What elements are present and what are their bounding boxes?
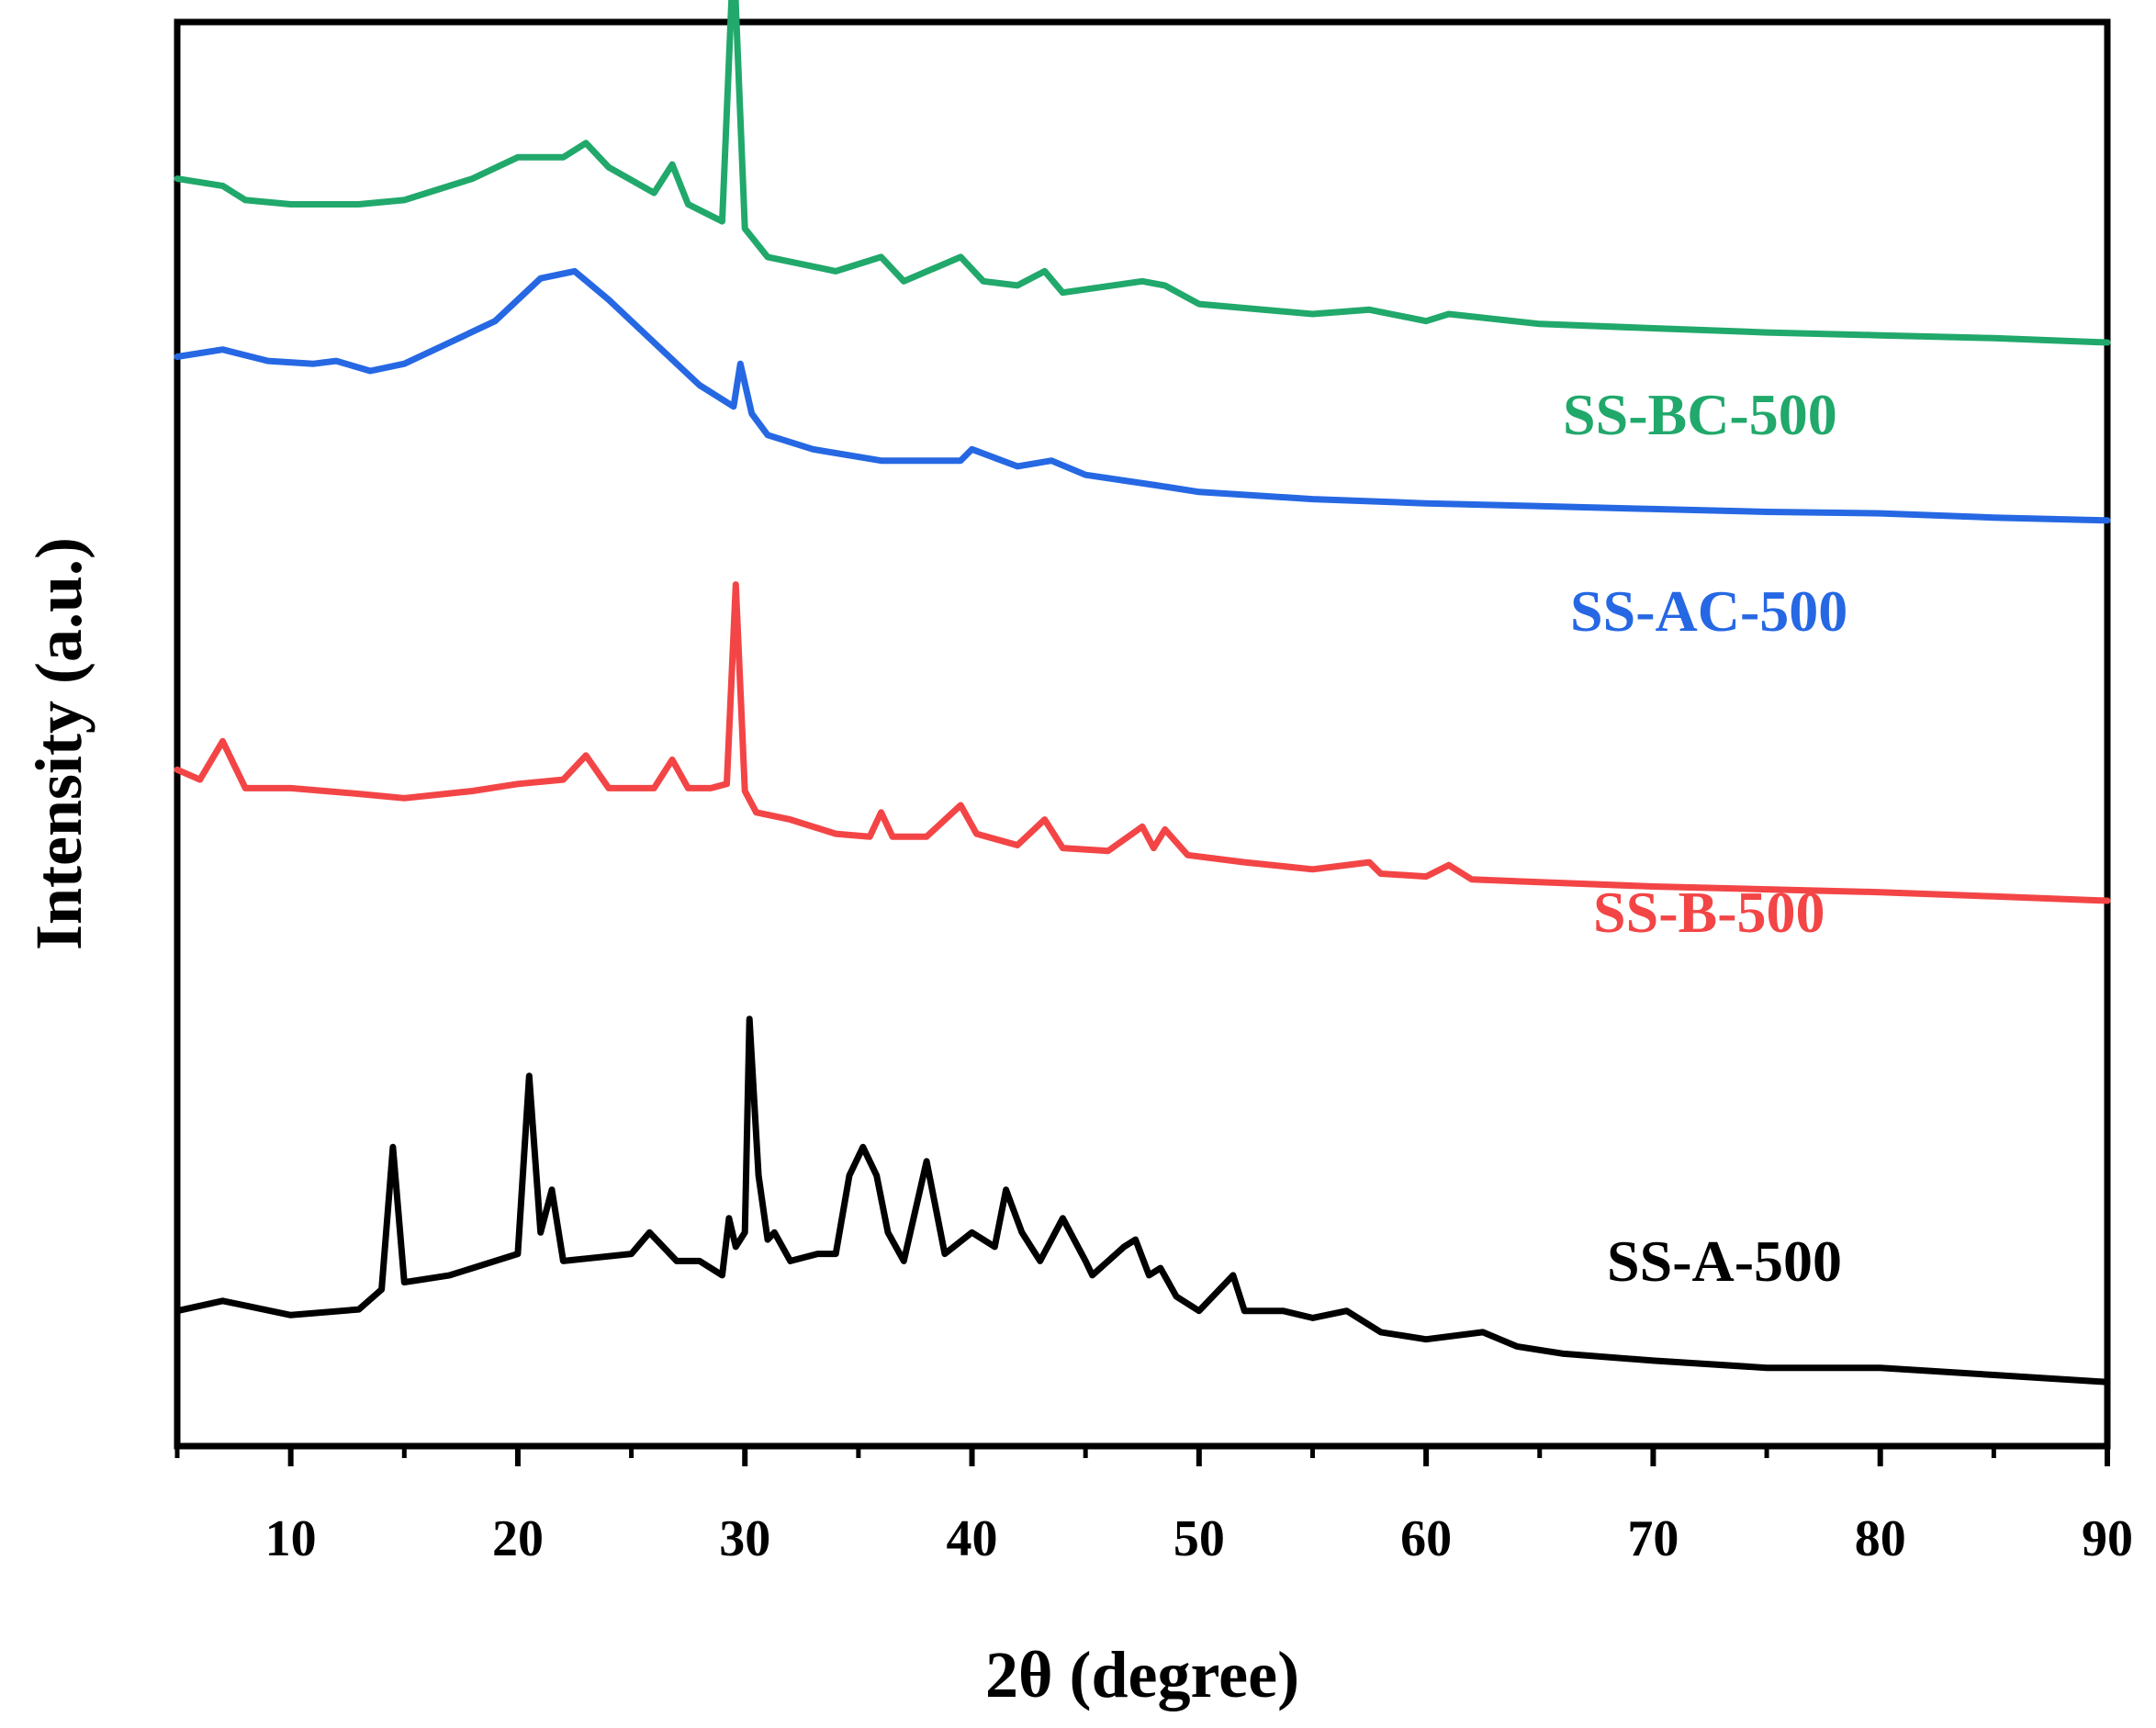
series-labels: SS-A-500 SS-B-500 SS-AC-500 SS-BC-500	[1563, 382, 1847, 1294]
x-axis-ticks: 10 20 30 40 50 60 70 80 90	[174, 1446, 2133, 1567]
x-tick-label: 30	[719, 1510, 770, 1567]
y-axis-title: Intensity (a.u.)	[22, 537, 95, 950]
series-line-ss-a-500	[174, 1015, 2111, 1386]
series-label-ss-bc-500: SS-BC-500	[1563, 382, 1837, 447]
series-label-ss-a-500: SS-A-500	[1607, 1229, 1842, 1294]
series-label-ss-ac-500: SS-AC-500	[1570, 578, 1847, 644]
plot-frame	[174, 18, 2111, 1450]
x-tick-label: 70	[1627, 1510, 1679, 1567]
x-tick-label: 60	[1400, 1510, 1452, 1567]
x-tick-label: 20	[492, 1510, 544, 1567]
series-group	[174, 0, 2111, 1386]
x-axis-title: 2θ (degree)	[985, 1638, 1299, 1711]
x-tick-label: 10	[265, 1510, 317, 1567]
x-tick-label: 90	[2082, 1510, 2133, 1567]
series-line-ss-ac-500	[174, 267, 2111, 524]
x-tick-label: 50	[1173, 1510, 1225, 1567]
x-tick-label: 40	[947, 1510, 998, 1567]
series-label-ss-b-500: SS-B-500	[1593, 880, 1825, 945]
series-line-ss-bc-500	[174, 0, 2111, 346]
series-line-ss-b-500	[174, 581, 2111, 904]
x-tick-label: 80	[1855, 1510, 1906, 1567]
